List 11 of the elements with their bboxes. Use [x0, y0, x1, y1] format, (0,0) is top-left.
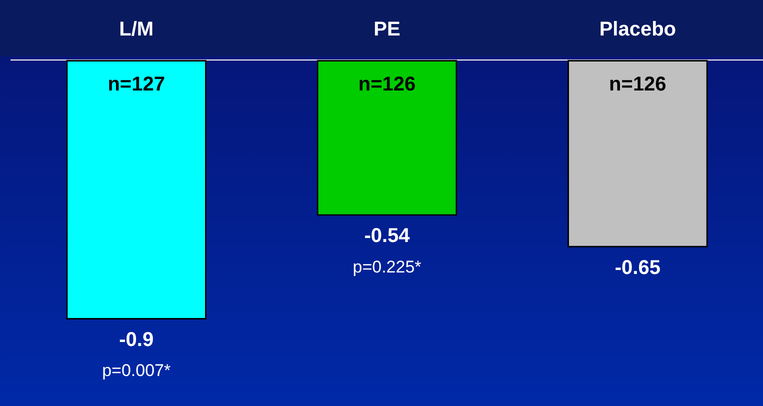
- x-tick-label: PE: [374, 18, 400, 41]
- data-label: -0.9: [119, 329, 154, 352]
- annotation: n=127: [108, 74, 165, 96]
- annotation: n=126: [609, 74, 666, 96]
- text: p=0.007*: [102, 361, 171, 380]
- annotation: n=126: [358, 74, 416, 96]
- data-label: -0.54: [364, 225, 411, 248]
- x-tick-label: Placebo: [599, 18, 676, 41]
- annotation: p=0.225*: [352, 257, 422, 276]
- x-tick-label: L/M: [119, 18, 154, 41]
- data-label: -0.65: [614, 256, 660, 279]
